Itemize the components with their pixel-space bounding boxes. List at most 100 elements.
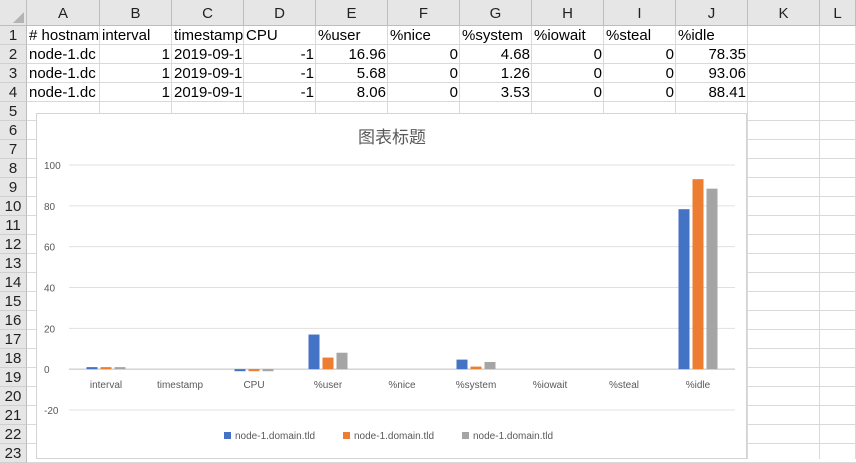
cell-g1[interactable]: %system xyxy=(462,27,523,44)
column-header-j[interactable]: J xyxy=(676,0,748,26)
bar-series-3-idle[interactable] xyxy=(706,188,718,370)
row-header-10[interactable]: 10 xyxy=(0,197,27,216)
cell-e3[interactable]: 5.68 xyxy=(356,65,386,82)
cell-j4[interactable]: 88.41 xyxy=(708,84,746,101)
cell-g4[interactable]: 3.53 xyxy=(500,84,530,101)
cell-f2[interactable]: 0 xyxy=(449,46,458,63)
cell-a1[interactable]: # hostnam xyxy=(29,27,100,44)
cell-g3[interactable]: 1.26 xyxy=(500,65,530,82)
cell-j2[interactable]: 78.35 xyxy=(708,46,746,63)
cell-c4[interactable]: 2019-09-1 xyxy=(174,84,243,101)
cell-e4[interactable]: 8.06 xyxy=(356,84,386,101)
cell-b4[interactable]: 1 xyxy=(161,84,170,101)
bar-series-2-interval[interactable] xyxy=(100,367,112,370)
cell-a3[interactable]: node-1.dc xyxy=(29,65,96,82)
row-header-3[interactable]: 3 xyxy=(0,64,27,83)
cell-c2[interactable]: 2019-09-1 xyxy=(174,46,243,63)
row-header-19[interactable]: 19 xyxy=(0,368,27,387)
bar-series-1-CPU[interactable] xyxy=(234,369,246,372)
cell-b2[interactable]: 1 xyxy=(161,46,170,63)
cell-i2[interactable]: 0 xyxy=(665,46,674,63)
cell-g2[interactable]: 4.68 xyxy=(500,46,530,63)
cell-h3[interactable]: 0 xyxy=(593,65,602,82)
chart-legend[interactable]: node-1.domain.tld node-1.domain.tld node-1… xyxy=(224,431,553,442)
cell-a2[interactable]: node-1.dc xyxy=(29,46,96,63)
bar-series-2-system[interactable] xyxy=(470,366,482,370)
bar-series-1-interval[interactable] xyxy=(86,367,98,370)
row-header-2[interactable]: 2 xyxy=(0,45,27,64)
row-header-11[interactable]: 11 xyxy=(0,216,27,235)
row-header-5[interactable]: 5 xyxy=(0,102,27,121)
cell-d2[interactable]: -1 xyxy=(300,46,314,63)
chart-object[interactable]: 图表标题 100 80 60 40 20 0 -20 interval timestamp CP… xyxy=(36,113,747,459)
cell-c3[interactable]: 2019-09-1 xyxy=(174,65,243,82)
row-header-20[interactable]: 20 xyxy=(0,387,27,406)
row-header-22[interactable]: 22 xyxy=(0,425,27,444)
bar-series-3-user[interactable] xyxy=(336,352,348,370)
cell-i1[interactable]: %steal xyxy=(606,27,652,44)
column-header-f[interactable]: F xyxy=(388,0,460,26)
row-header-15[interactable]: 15 xyxy=(0,292,27,311)
x-category-label: %system xyxy=(456,380,497,391)
cell-h1[interactable]: %iowait xyxy=(534,27,586,44)
row-header-14[interactable]: 14 xyxy=(0,273,27,292)
cell-e1[interactable]: %user xyxy=(318,27,361,44)
column-header-k[interactable]: K xyxy=(748,0,820,26)
row-header-21[interactable]: 21 xyxy=(0,406,27,425)
row-header-17[interactable]: 17 xyxy=(0,330,27,349)
cell-d1[interactable]: CPU xyxy=(246,27,278,44)
column-header-b[interactable]: B xyxy=(100,0,172,26)
row-header-13[interactable]: 13 xyxy=(0,254,27,273)
column-header-e[interactable]: E xyxy=(316,0,388,26)
row-header-12[interactable]: 12 xyxy=(0,235,27,254)
cell-d3[interactable]: -1 xyxy=(300,65,314,82)
cell-j1[interactable]: %idle xyxy=(678,27,715,44)
row-header-23[interactable]: 23 xyxy=(0,444,27,463)
column-header-d[interactable]: D xyxy=(244,0,316,26)
cell-h2[interactable]: 0 xyxy=(593,46,602,63)
bar-series-2-CPU[interactable] xyxy=(248,369,260,372)
chart-title[interactable]: 图表标题 xyxy=(358,128,426,148)
row-header-1[interactable]: 1 xyxy=(0,26,27,45)
gridline-vertical xyxy=(819,26,820,459)
bar-series-1-idle[interactable] xyxy=(678,209,690,370)
cell-h4[interactable]: 0 xyxy=(593,84,602,101)
row-header-6[interactable]: 6 xyxy=(0,121,27,140)
row-header-4[interactable]: 4 xyxy=(0,83,27,102)
x-category-label: interval xyxy=(90,380,122,391)
bar-series-3-CPU[interactable] xyxy=(262,369,274,372)
cell-j3[interactable]: 93.06 xyxy=(708,65,746,82)
cell-f4[interactable]: 0 xyxy=(449,84,458,101)
column-header-h[interactable]: H xyxy=(532,0,604,26)
column-header-a[interactable]: A xyxy=(27,0,100,26)
gridline-horizontal xyxy=(27,63,856,64)
cell-i4[interactable]: 0 xyxy=(665,84,674,101)
bar-series-1-system[interactable] xyxy=(456,359,468,370)
cell-d4[interactable]: -1 xyxy=(300,84,314,101)
bar-series-1-user[interactable] xyxy=(308,334,320,370)
cell-i3[interactable]: 0 xyxy=(665,65,674,82)
column-header-c[interactable]: C xyxy=(172,0,244,26)
cell-b1[interactable]: interval xyxy=(102,27,151,44)
cell-a4[interactable]: node-1.dc xyxy=(29,84,96,101)
bar-series-3-system[interactable] xyxy=(484,361,496,370)
chart-bars xyxy=(86,179,718,372)
column-header-g[interactable]: G xyxy=(460,0,532,26)
row-header-8[interactable]: 8 xyxy=(0,159,27,178)
cell-f1[interactable]: %nice xyxy=(390,27,431,44)
cell-b3[interactable]: 1 xyxy=(161,65,170,82)
bar-series-3-interval[interactable] xyxy=(114,367,126,370)
select-all-corner[interactable] xyxy=(0,0,27,26)
row-header-18[interactable]: 18 xyxy=(0,349,27,368)
x-category-label: CPU xyxy=(243,380,264,391)
cell-e2[interactable]: 16.96 xyxy=(348,46,386,63)
bar-series-2-user[interactable] xyxy=(322,357,334,370)
row-header-16[interactable]: 16 xyxy=(0,311,27,330)
cell-f3[interactable]: 0 xyxy=(449,65,458,82)
row-header-9[interactable]: 9 xyxy=(0,178,27,197)
row-header-7[interactable]: 7 xyxy=(0,140,27,159)
cell-c1[interactable]: timestamp xyxy=(174,27,244,44)
column-header-i[interactable]: I xyxy=(604,0,676,26)
column-header-l[interactable]: L xyxy=(820,0,856,26)
bar-series-2-idle[interactable] xyxy=(692,179,704,370)
